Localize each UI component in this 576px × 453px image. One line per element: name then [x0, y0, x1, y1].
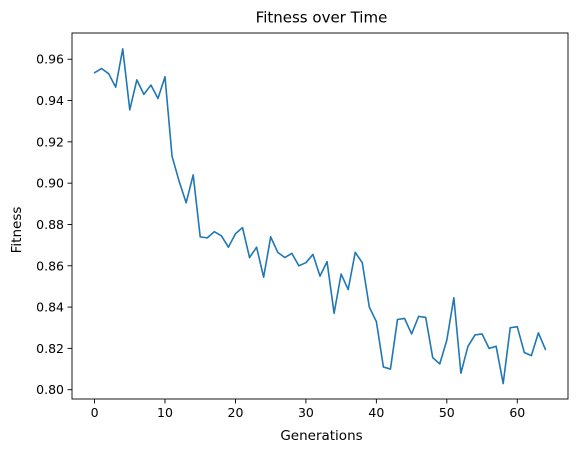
data-point	[326, 261, 328, 263]
y-tick-label: 0.92	[36, 134, 64, 149]
x-tick-label: 30	[298, 405, 314, 420]
data-point	[453, 297, 455, 299]
x-axis-label: Generations	[280, 428, 362, 444]
y-tick-label: 0.94	[36, 93, 64, 108]
x-tick-label: 60	[509, 405, 525, 420]
data-point	[248, 256, 251, 259]
data-point	[509, 327, 511, 329]
data-point	[234, 233, 237, 235]
y-tick-label: 0.84	[36, 300, 64, 315]
data-point	[319, 275, 321, 277]
y-tick-label: 0.82	[36, 341, 64, 356]
data-point	[100, 67, 103, 70]
y-axis-ticks: 0.80 0.82 0.84 0.86 0.88 0.90 0.92 0.94 0.96	[36, 52, 72, 397]
y-axis-label: Fitness	[9, 207, 25, 254]
data-point	[389, 368, 392, 370]
data-point	[530, 355, 532, 357]
data-point	[523, 351, 525, 354]
data-point	[178, 180, 180, 182]
data-point	[396, 318, 399, 321]
data-point	[488, 347, 490, 349]
data-point	[382, 366, 385, 368]
data-point	[143, 93, 145, 95]
data-point	[115, 86, 117, 88]
data-point	[93, 72, 96, 74]
data-point	[481, 333, 483, 335]
y-tick-label: 0.90	[36, 176, 64, 191]
data-point	[108, 73, 110, 75]
data-point	[291, 252, 293, 254]
data-point	[122, 48, 124, 50]
data-point	[403, 317, 406, 320]
data-point	[425, 316, 427, 319]
data-point	[192, 174, 194, 176]
x-axis-ticks: 0 10 20 30 40 50 60	[91, 399, 525, 420]
data-point	[199, 236, 201, 238]
y-tick-label: 0.80	[36, 382, 64, 397]
y-tick-label: 0.86	[36, 258, 64, 273]
data-point	[333, 312, 335, 314]
data-point	[375, 320, 377, 323]
data-point	[136, 79, 138, 81]
data-point	[439, 363, 441, 365]
data-point	[171, 155, 173, 157]
data-point	[516, 326, 518, 328]
data-point	[227, 246, 230, 248]
data-point	[418, 315, 420, 317]
data-point	[263, 276, 265, 278]
x-tick-label: 20	[228, 405, 244, 420]
x-tick-label: 40	[368, 405, 384, 420]
data-point	[157, 97, 159, 100]
data-point	[305, 262, 307, 264]
data-point	[495, 345, 497, 347]
data-point	[164, 76, 166, 78]
data-point	[284, 256, 286, 259]
data-point	[255, 246, 258, 248]
data-point	[368, 306, 370, 308]
data-point	[410, 333, 413, 335]
data-point	[277, 251, 279, 253]
data-point	[502, 382, 504, 385]
data-point	[446, 339, 448, 341]
data-point	[474, 334, 476, 336]
data-point	[432, 357, 434, 359]
plot-area	[71, 32, 569, 400]
data-point	[340, 273, 342, 275]
data-point	[544, 348, 547, 351]
data-point	[129, 109, 131, 111]
data-point	[241, 226, 244, 229]
y-tick-label: 0.88	[36, 217, 64, 232]
data-point	[354, 251, 356, 253]
axes-frame	[71, 32, 569, 400]
x-tick-label: 50	[439, 405, 455, 420]
x-tick-label: 10	[157, 405, 173, 420]
data-point	[298, 265, 300, 267]
chart-title: Fitness over Time	[256, 9, 388, 27]
data-point	[537, 332, 540, 334]
data-point	[213, 231, 215, 233]
data-point	[185, 202, 187, 204]
data-point	[150, 84, 152, 86]
data-point	[206, 237, 208, 239]
data-point	[312, 253, 314, 256]
data-point	[347, 288, 349, 291]
x-tick-label: 0	[91, 405, 99, 420]
y-tick-label: 0.96	[36, 52, 64, 67]
data-point	[460, 372, 462, 374]
data-point	[270, 236, 272, 238]
data-point	[467, 345, 469, 347]
data-point	[220, 235, 222, 237]
data-point	[361, 262, 363, 264]
